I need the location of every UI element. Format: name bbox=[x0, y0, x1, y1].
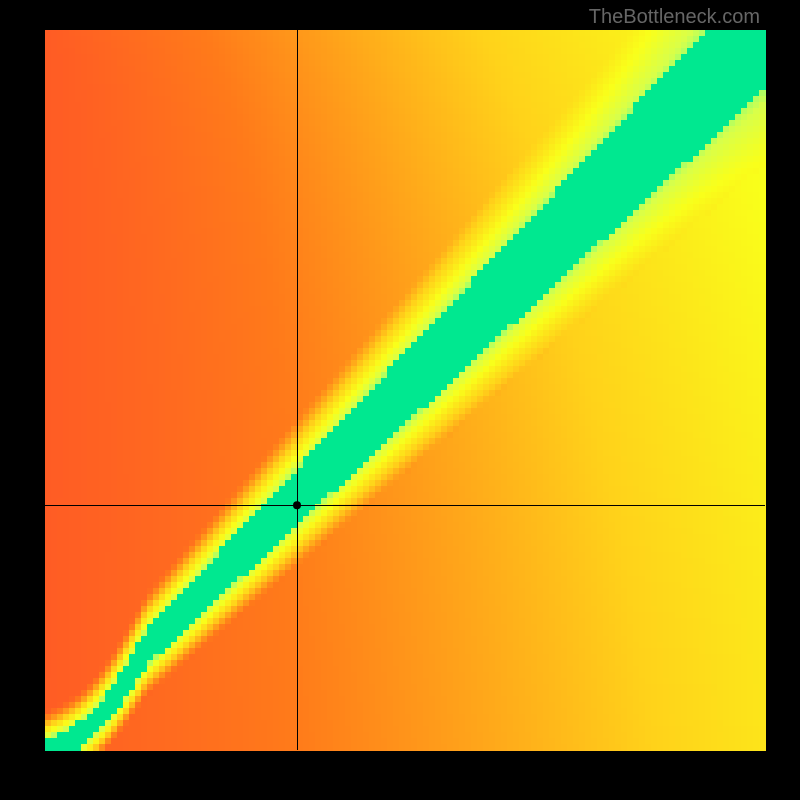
chart-container: TheBottleneck.com bbox=[0, 0, 800, 800]
watermark-text: TheBottleneck.com bbox=[589, 6, 760, 29]
crosshair-overlay bbox=[0, 0, 800, 800]
